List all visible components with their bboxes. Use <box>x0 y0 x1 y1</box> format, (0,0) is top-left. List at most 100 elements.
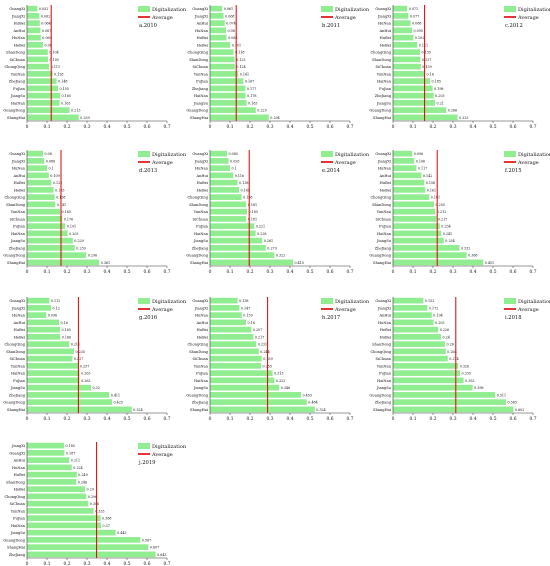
value-label: 0.567 <box>142 538 151 542</box>
x-tick-label: 0.5 <box>490 417 497 422</box>
x-tick-label: 0.2 <box>430 270 437 275</box>
x-tick-label: 0.6 <box>510 125 517 130</box>
bar-GuangDong <box>210 107 256 113</box>
value-label: 0.138 <box>239 299 248 303</box>
category-label: HaiNan <box>11 101 26 105</box>
bar-SiChuan <box>210 355 262 362</box>
x-tick-label: 0.1 <box>410 125 417 130</box>
category-label: HeBei <box>14 188 26 192</box>
category-label: ShangHai <box>190 261 209 265</box>
category-label: GuangDong <box>3 401 25 405</box>
legend-swatch-digitalization <box>138 151 150 157</box>
category-label: ShanDong <box>189 350 209 354</box>
x-tick-label: 0.5 <box>124 270 131 275</box>
value-label: 0.095 <box>414 29 423 33</box>
category-label: AnHui <box>195 321 208 325</box>
x-tick-label: 0.2 <box>64 562 71 566</box>
category-label: AnHui <box>12 29 25 33</box>
bar-SiChuan <box>27 355 73 362</box>
bar-YunNan <box>393 363 459 369</box>
bar-ShangHai <box>210 259 293 266</box>
value-label: 0.313 <box>274 372 283 376</box>
bar-HuBei <box>27 179 52 186</box>
category-label: ZheJiang <box>9 80 26 84</box>
value-label: 0.32 <box>93 386 100 390</box>
category-label: GuangDong <box>186 254 208 258</box>
value-label: 0.333 <box>95 509 104 513</box>
value-label: 0.259 <box>80 116 89 120</box>
bar-ShanDong <box>393 56 421 63</box>
category-label: ShanDong <box>6 350 26 354</box>
category-label: HuBei <box>380 181 392 185</box>
bar-ShangHai <box>210 114 269 121</box>
category-label: JiangXi <box>11 444 26 448</box>
bar-JiangXi <box>210 305 240 311</box>
bar-AnHui <box>210 172 234 179</box>
category-label: HaiNan <box>377 379 392 383</box>
legend-label-average: Average <box>334 160 356 166</box>
value-label: 0.228 <box>257 232 266 236</box>
bar-ChongQing <box>210 49 234 55</box>
bar-HuNan <box>210 312 242 318</box>
bar-JiangSu <box>27 92 60 99</box>
value-label: 0.263 <box>81 372 90 376</box>
value-label: 0.266 <box>448 109 457 113</box>
bar-GuangDong <box>27 107 70 113</box>
value-label: 0.172 <box>429 306 438 310</box>
x-tick-label: 0.7 <box>530 270 537 275</box>
x-tick-label: 0.2 <box>64 125 71 130</box>
category-label: AnHui <box>195 22 208 26</box>
x-tick-label: 0.7 <box>347 417 354 422</box>
value-label: 0.229 <box>74 239 83 243</box>
value-label: 0.061 <box>224 7 233 11</box>
bar-HaiNan <box>393 377 464 384</box>
value-label: 0.1 <box>49 167 54 171</box>
category-label: ChongQing <box>370 51 391 55</box>
category-label: ZheJiang <box>9 393 26 397</box>
bar-GuangDong <box>393 392 496 398</box>
value-label: 0.198 <box>434 87 443 91</box>
category-label: SiChuan <box>10 217 26 221</box>
category-label: HeBei <box>380 43 392 47</box>
value-label: 0.234 <box>441 225 450 229</box>
chart-panel-h.2017: GuangXi 0.138 JiangXi 0.147 HuNan 0.159 AnHui 0… <box>186 297 370 422</box>
category-label: HuBei <box>14 328 26 332</box>
bar-HuNan <box>210 165 230 171</box>
category-label: AnHui <box>195 174 208 178</box>
bar-SiChuan <box>210 216 247 222</box>
category-label: FuJian <box>379 87 392 91</box>
value-label: 0.181 <box>248 203 257 207</box>
value-label: 0.322 <box>276 379 285 383</box>
value-label: 0.326 <box>460 364 469 368</box>
bar-JiangSu <box>393 237 444 244</box>
bar-SiChuan <box>393 355 448 362</box>
legend-swatch-digitalization <box>321 6 333 12</box>
x-tick-label: 0.6 <box>144 417 151 422</box>
legend-label-digitalization: Digitalization <box>335 7 370 13</box>
category-label: ChongQing <box>187 51 208 55</box>
value-label: 0.062 <box>41 14 50 18</box>
category-label: HuBei <box>14 181 26 185</box>
value-label: 0.361 <box>101 261 110 265</box>
category-label: HeBei <box>380 188 392 192</box>
legend-label-average: Average <box>517 160 539 166</box>
x-tick-label: 0.6 <box>510 270 517 275</box>
value-label: 0.085 <box>229 152 238 156</box>
category-label: ShangHai <box>7 546 26 550</box>
value-label: 0.08 <box>45 43 52 47</box>
x-tick-label: 0.5 <box>490 125 497 130</box>
bar-FuJian <box>210 370 273 376</box>
category-label: FuJian <box>13 379 26 383</box>
chart-panel-j.2019: JiangXi 0.185 GuangXi 0.187 AnHui 0.211 HuNan 0… <box>3 442 187 566</box>
category-label: ShanDong <box>6 51 26 55</box>
value-label: 0.239 <box>76 246 85 250</box>
value-label: 0.181 <box>431 196 440 200</box>
panel-label: c.2012 <box>505 23 523 29</box>
value-label: 0.187 <box>66 451 75 455</box>
bar-JiangXi <box>27 158 45 164</box>
bar-ShanDong <box>210 201 247 208</box>
category-label: HuNan <box>195 167 209 171</box>
legend-swatch-digitalization <box>504 298 516 304</box>
category-label: GuangDong <box>3 538 25 542</box>
bar-HeBei <box>27 187 54 193</box>
